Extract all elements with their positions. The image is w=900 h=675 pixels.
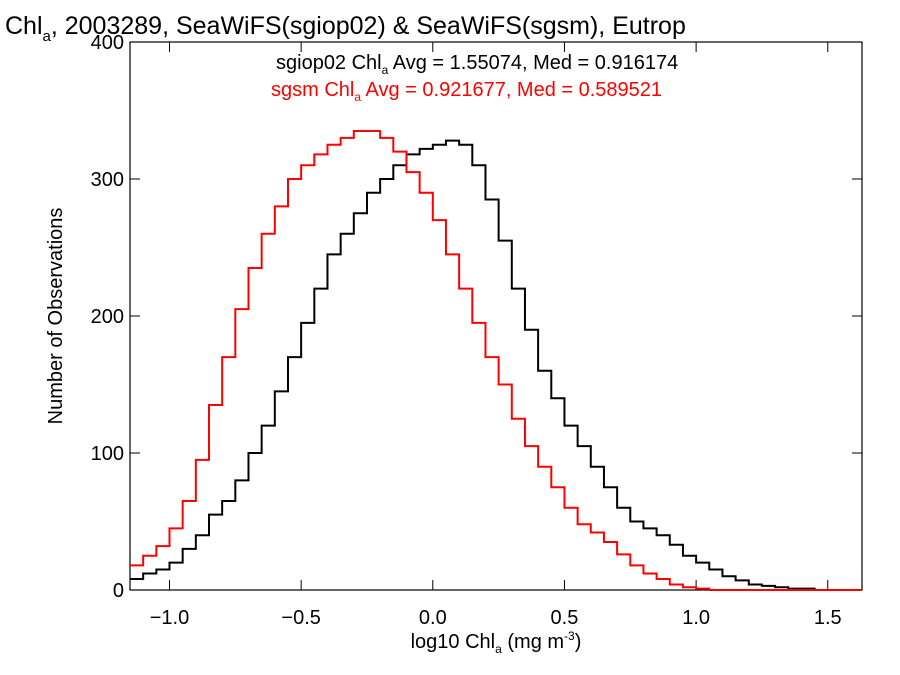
x-tick-label: −1.0	[150, 607, 189, 629]
annotation-sgiop02: sgiop02 Chla Avg = 1.55074, Med = 0.9161…	[276, 52, 678, 77]
chart-title-subscript: a	[43, 28, 52, 45]
annotation-sgiop02-text: sgiop02 Chl	[276, 52, 382, 74]
x-axis: −1.0 −0.5 0.0 0.5 1.0 1.5	[150, 42, 842, 629]
x-tick-label: 1.0	[682, 607, 710, 629]
x-tick-label: −0.5	[281, 607, 320, 629]
x-axis-label: log10 Chla (mg m-3)	[411, 629, 582, 656]
y-tick-label: 0	[113, 580, 124, 602]
y-tick-label: 200	[91, 306, 124, 328]
x-axis-label-subscript: a	[495, 642, 502, 656]
y-axis: 0 100 200 300 400	[91, 32, 862, 602]
annotation-sgiop02-subscript: a	[382, 63, 389, 77]
x-axis-label-superscript: -3	[564, 629, 575, 643]
chart-title-text: Chl	[5, 12, 43, 40]
annotation-sgsm-subscript: a	[354, 90, 361, 104]
y-tick-label: 400	[91, 32, 124, 54]
x-tick-label: 0.5	[551, 607, 579, 629]
annotation-sgiop02-text-rest: Avg = 1.55074, Med = 0.916174	[388, 52, 678, 74]
chart-title: Chla, 2003289, SeaWiFS(sgiop02) & SeaWiF…	[5, 12, 686, 45]
y-tick-label: 100	[91, 443, 124, 465]
chart-title-text-rest: , 2003289, SeaWiFS(sgiop02) & SeaWiFS(sg…	[51, 12, 686, 40]
x-axis-label-text: log10 Chl	[411, 631, 496, 653]
annotation-sgsm-text-rest: Avg = 0.921677, Med = 0.589521	[361, 79, 662, 101]
y-axis-label: Number of Observations	[45, 208, 67, 425]
plot-frame	[129, 41, 863, 591]
series-layer	[130, 130, 862, 591]
x-tick-label: 0.0	[419, 607, 447, 629]
series-line-1	[130, 130, 862, 591]
annotation-sgsm-text: sgsm Chl	[271, 79, 354, 101]
y-tick-label: 300	[91, 169, 124, 191]
x-axis-label-close: )	[575, 631, 582, 653]
annotation-sgsm: sgsm Chla Avg = 0.921677, Med = 0.589521	[271, 79, 662, 104]
x-tick-label: 1.5	[814, 607, 842, 629]
series-line-0	[130, 139, 862, 591]
x-axis-label-units: (mg m	[502, 631, 564, 653]
